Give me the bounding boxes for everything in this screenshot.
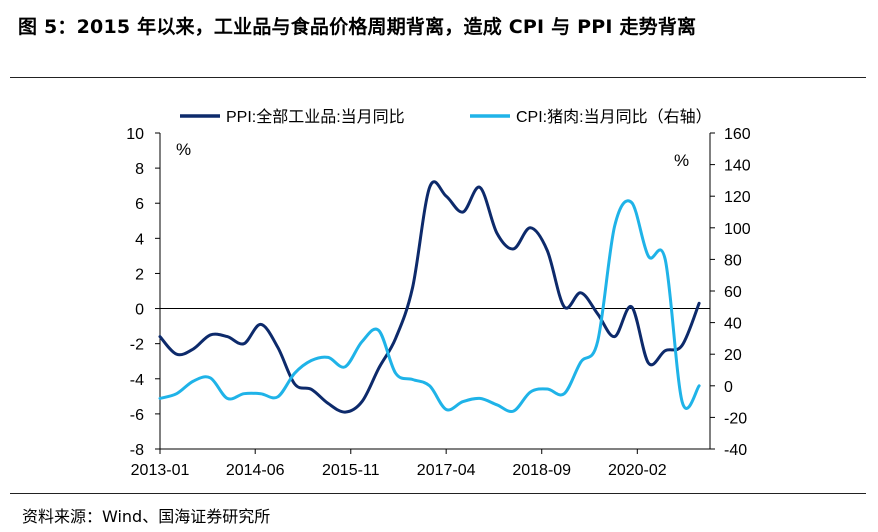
ppi-series-line: [158, 180, 701, 414]
left-tick-label: -4: [130, 372, 144, 389]
right-tick-label: 40: [724, 316, 742, 333]
left-tick-label: 0: [135, 302, 144, 319]
x-tick-label: 2015-11: [322, 462, 380, 479]
x-tick-label: 2020-02: [608, 462, 667, 479]
right-tick-label: 160: [724, 126, 751, 143]
left-tick-label: 2: [135, 266, 144, 283]
right-tick-label: -40: [724, 442, 747, 459]
right-tick-label: -20: [724, 410, 747, 427]
right-tick-label: 20: [724, 347, 742, 364]
left-tick-label: -8: [130, 442, 144, 459]
left-tick-label: 6: [135, 196, 144, 213]
left-tick-label: 8: [135, 161, 144, 178]
chart-legend: PPI:全部工业品:当月同比 CPI:猪肉:当月同比（右轴）: [180, 108, 712, 126]
left-tick-label: 10: [126, 126, 144, 143]
right-tick-label: 60: [724, 284, 742, 301]
source-note: 资料来源：Wind、国海证券研究所: [22, 507, 271, 526]
left-unit-label: %: [176, 140, 191, 159]
title-rule: [10, 77, 866, 78]
left-tick-label: 4: [135, 231, 144, 248]
right-unit-label: %: [674, 151, 689, 170]
chart-series: [158, 180, 701, 414]
right-tick-label: 0: [724, 379, 733, 396]
right-tick-label: 100: [724, 221, 751, 238]
right-tick-label: 120: [724, 189, 751, 206]
x-tick-label: 2018-09: [512, 462, 571, 479]
right-tick-label: 80: [724, 252, 742, 269]
legend-label: CPI:猪肉:当月同比（右轴）: [516, 108, 712, 126]
chart-axes: 1086420-2-4-6-8160140120100806040200-20-…: [126, 126, 751, 479]
x-tick-label: 2017-04: [417, 462, 476, 479]
x-tick-label: 2013-01: [131, 462, 190, 479]
x-tick-label: 2014-06: [226, 462, 285, 479]
figure-title: 图 5：2015 年以来，工业品与食品价格周期背离，造成 CPI 与 PPI 走…: [18, 16, 697, 38]
right-tick-label: 140: [724, 158, 751, 175]
cpi-pork-series-line: [158, 199, 701, 414]
legend-label: PPI:全部工业品:当月同比: [226, 108, 405, 126]
left-tick-label: -6: [130, 407, 144, 424]
source-rule: [10, 493, 866, 494]
left-tick-label: -2: [130, 337, 144, 354]
